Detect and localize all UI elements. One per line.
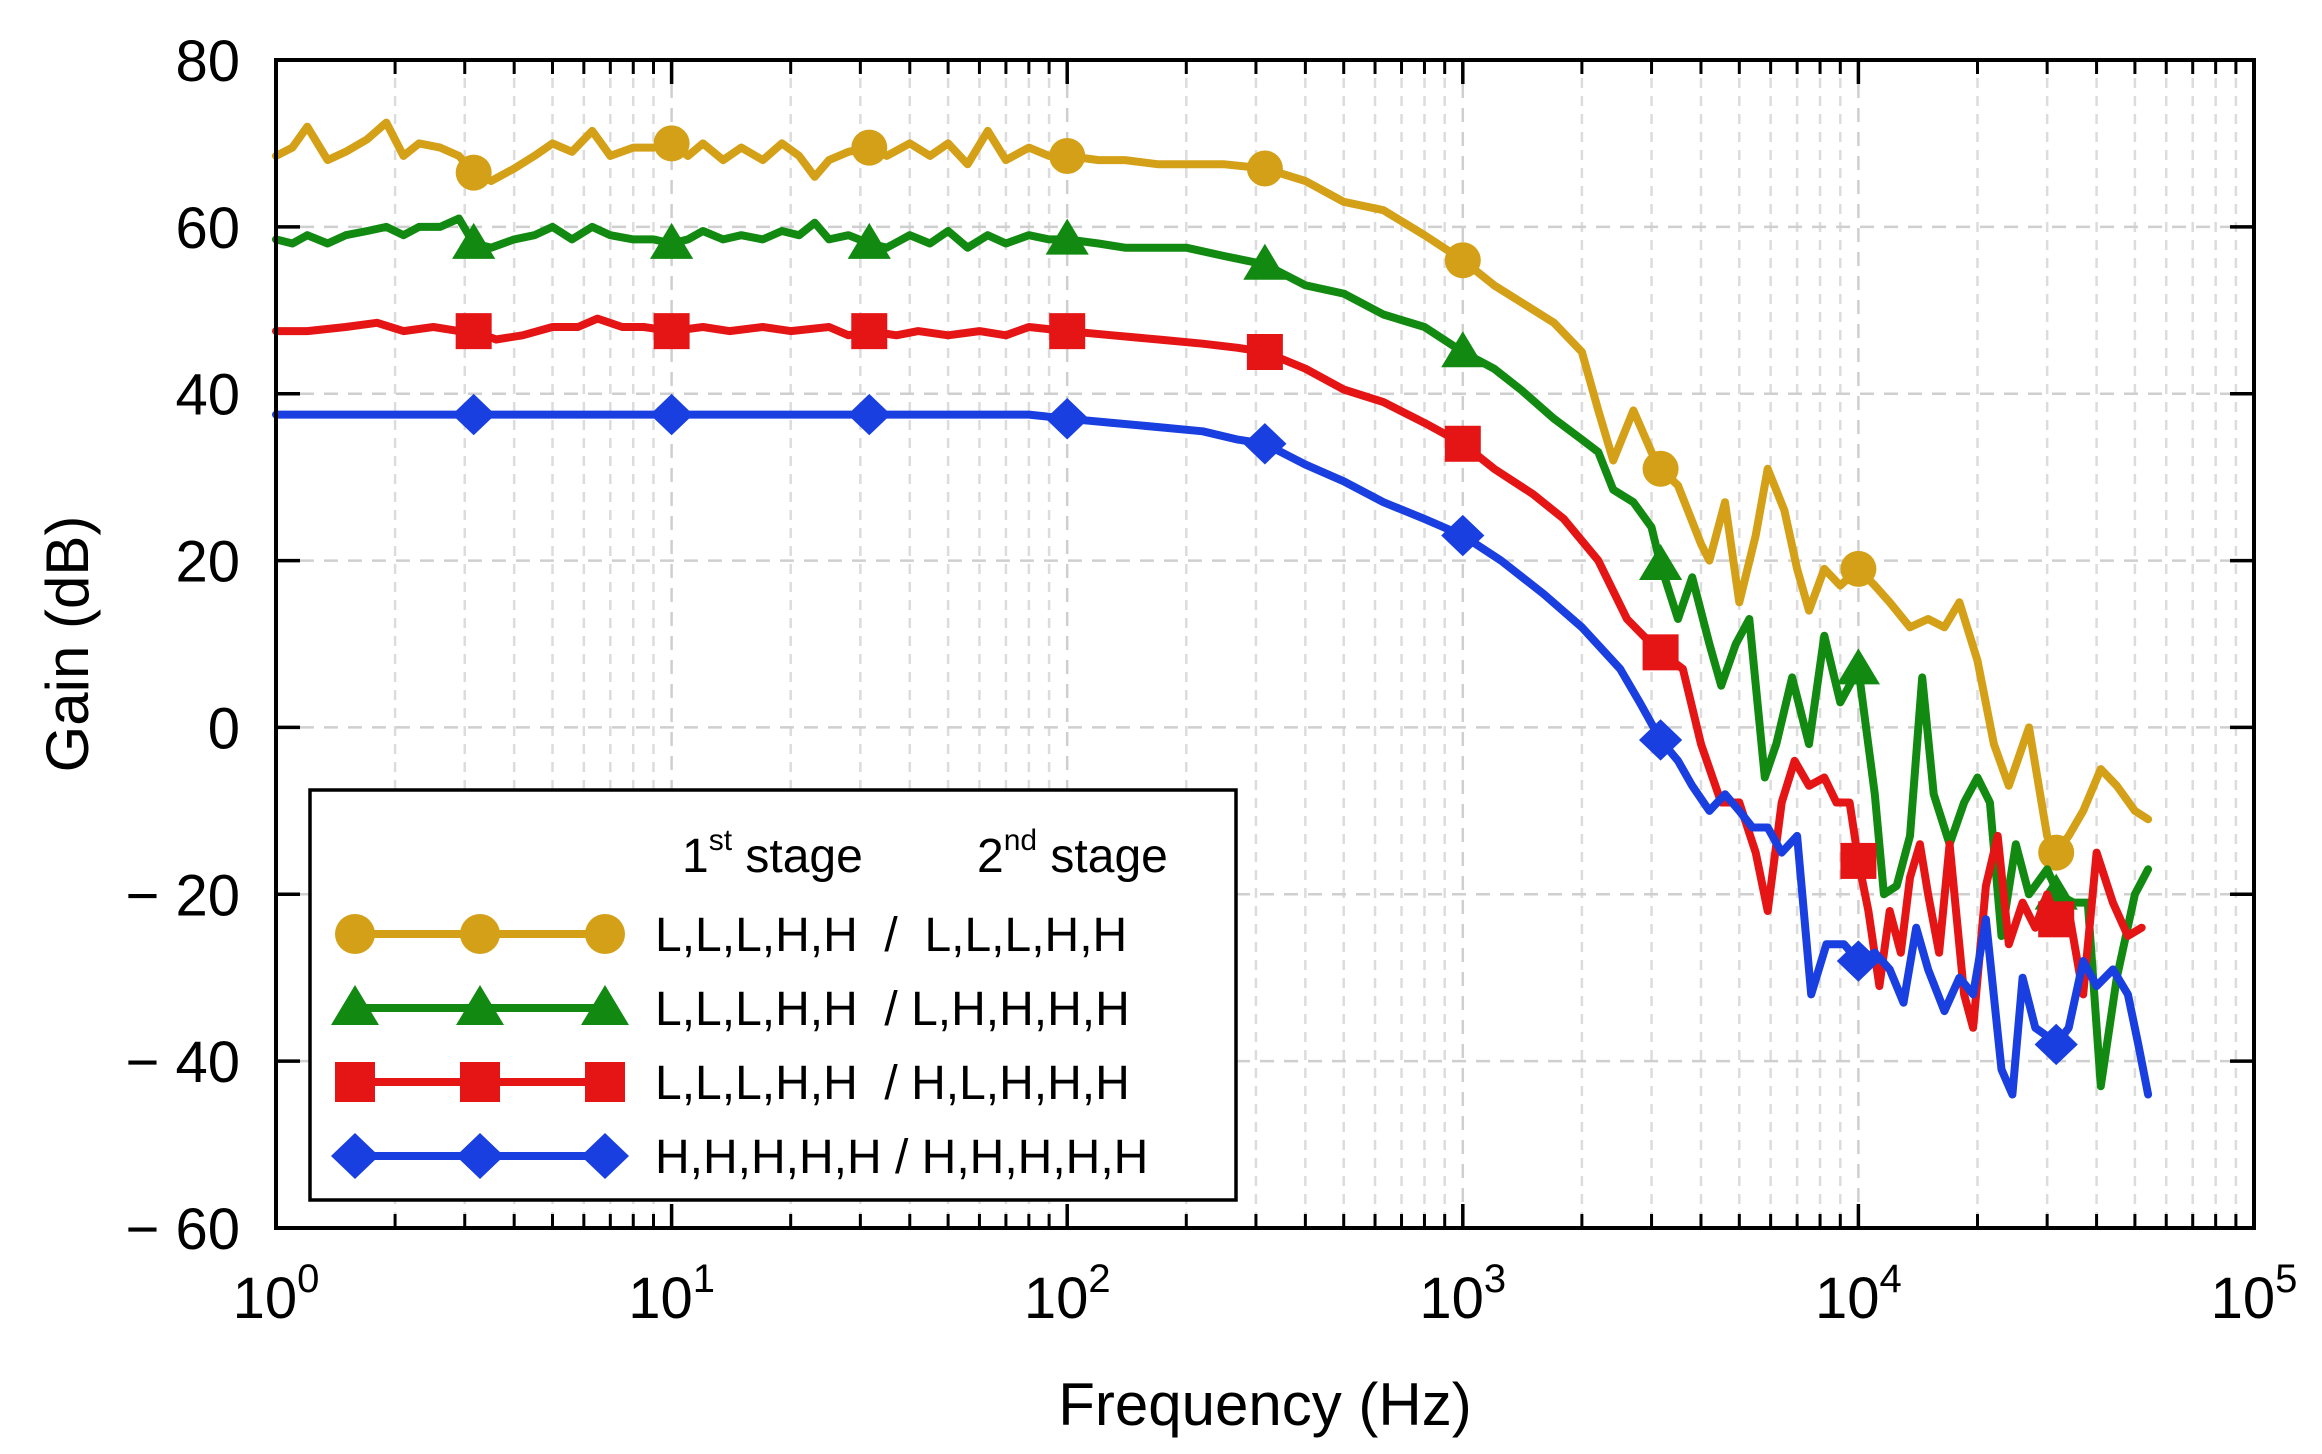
diamond-marker — [456, 1133, 504, 1179]
diamond-marker — [452, 393, 496, 436]
y-tick-label: 60 — [175, 196, 240, 261]
legend-entries: L,L,L,H,H / L,L,L,H,H L,L,L,H,H / L,H,H,H… — [331, 909, 1148, 1184]
x-tick-label: 105 — [2211, 1257, 2298, 1331]
legend-header-1st-stage: 1st stage — [682, 824, 863, 883]
x-axis-title: Frequency (Hz) — [1058, 1371, 1471, 1438]
x-tick-label: 103 — [1419, 1257, 1506, 1331]
triangle-marker — [456, 985, 504, 1025]
legend-box — [308, 788, 1238, 1202]
series-circle — [272, 118, 2153, 871]
series-line — [272, 118, 2153, 857]
square-marker — [585, 1062, 625, 1102]
x-tick-label: 100 — [233, 1257, 320, 1331]
series-line — [272, 314, 2146, 1032]
triangle-marker — [1045, 218, 1089, 255]
y-tick-labels: 80 60 40 20 0 − 20 − 40 − 60 — [126, 29, 241, 1262]
diamond-marker — [1045, 398, 1089, 440]
square-marker — [1246, 334, 1283, 370]
plot-frame — [274, 58, 2256, 1230]
circle-marker — [1444, 242, 1481, 279]
diamond-marker — [1243, 423, 1287, 465]
circle-marker — [1246, 150, 1283, 187]
legend-label: L,L,L,H,H / H,L,H,H,H — [655, 1057, 1130, 1110]
triangle-marker — [1836, 648, 1880, 685]
series-square — [272, 313, 2146, 1032]
series-diamond — [272, 393, 2153, 1099]
circle-marker — [851, 129, 888, 166]
y-tick-label: 0 — [208, 696, 240, 761]
diamond-marker — [331, 1133, 379, 1179]
y-tick-label: − 60 — [126, 1197, 241, 1262]
square-marker — [455, 313, 492, 350]
x-tick-label: 101 — [628, 1257, 715, 1331]
circle-marker — [1049, 137, 1086, 174]
triangle-marker — [1638, 544, 1683, 581]
diamond-marker — [650, 393, 694, 436]
square-marker — [1840, 842, 1877, 879]
x-tick-label: 102 — [1024, 1257, 1111, 1331]
legend-entry: L,L,L,H,H / L,H,H,H,H — [331, 983, 1130, 1036]
triangle-marker — [1243, 243, 1287, 280]
triangle-marker — [452, 222, 496, 259]
circle-marker — [335, 914, 375, 954]
diamond-marker — [2034, 1023, 2078, 1066]
triangle-marker — [847, 222, 891, 259]
y-tick-label: 20 — [175, 530, 240, 595]
legend-label: L,L,L,H,H / L,H,H,H,H — [655, 983, 1130, 1036]
triangle-marker — [581, 985, 629, 1025]
legend-header-2nd-stage: 2nd stage — [977, 824, 1168, 883]
square-marker — [460, 1062, 500, 1102]
x-tick-label: 104 — [1815, 1257, 1902, 1331]
triangle-marker — [331, 985, 379, 1025]
circle-marker — [455, 154, 492, 191]
legend-label: L,L,L,H,H / L,L,L,H,H — [655, 909, 1127, 962]
square-marker — [2038, 901, 2075, 938]
legend-entry: H,H,H,H,H / H,H,H,H,H — [331, 1131, 1148, 1184]
series-group — [272, 118, 2153, 1099]
series-triangle — [272, 214, 2153, 1091]
diamond-marker — [581, 1133, 629, 1179]
y-tick-label: − 40 — [126, 1030, 241, 1095]
y-tick-label: 40 — [175, 363, 240, 428]
legend-label: H,H,H,H,H / H,H,H,H,H — [655, 1131, 1148, 1184]
square-marker — [851, 313, 888, 350]
triangle-marker — [1441, 331, 1485, 368]
x-tick-labels: 100 101 102 103 104 105 — [233, 1257, 2298, 1331]
diamond-marker — [1441, 514, 1485, 557]
tick-marks — [274, 58, 2256, 1230]
y-tick-label: − 20 — [126, 863, 241, 928]
diamond-marker — [1836, 940, 1880, 982]
triangle-marker — [650, 222, 694, 259]
circle-marker — [460, 914, 500, 954]
circle-marker — [585, 914, 625, 954]
square-marker — [335, 1062, 375, 1102]
square-marker — [1444, 425, 1481, 462]
circle-marker — [1642, 450, 1679, 487]
diamond-marker — [1638, 719, 1683, 761]
legend-entry: L,L,L,H,H / H,L,H,H,H — [335, 1057, 1130, 1110]
circle-marker — [653, 125, 690, 162]
circle-marker — [2038, 834, 2075, 871]
y-tick-label: 80 — [175, 29, 240, 94]
legend-entry: L,L,L,H,H / L,L,L,H,H — [335, 909, 1127, 962]
diamond-marker — [847, 393, 891, 436]
circle-marker — [1840, 550, 1877, 587]
square-marker — [653, 313, 690, 350]
series-line — [272, 410, 2153, 1099]
legend: 1st stage 2nd stage L,L,L,H,H / L,L,L,H,… — [308, 788, 1238, 1202]
y-axis-title: Gain (dB) — [34, 516, 101, 773]
square-marker — [1642, 634, 1679, 671]
square-marker — [1049, 313, 1086, 350]
